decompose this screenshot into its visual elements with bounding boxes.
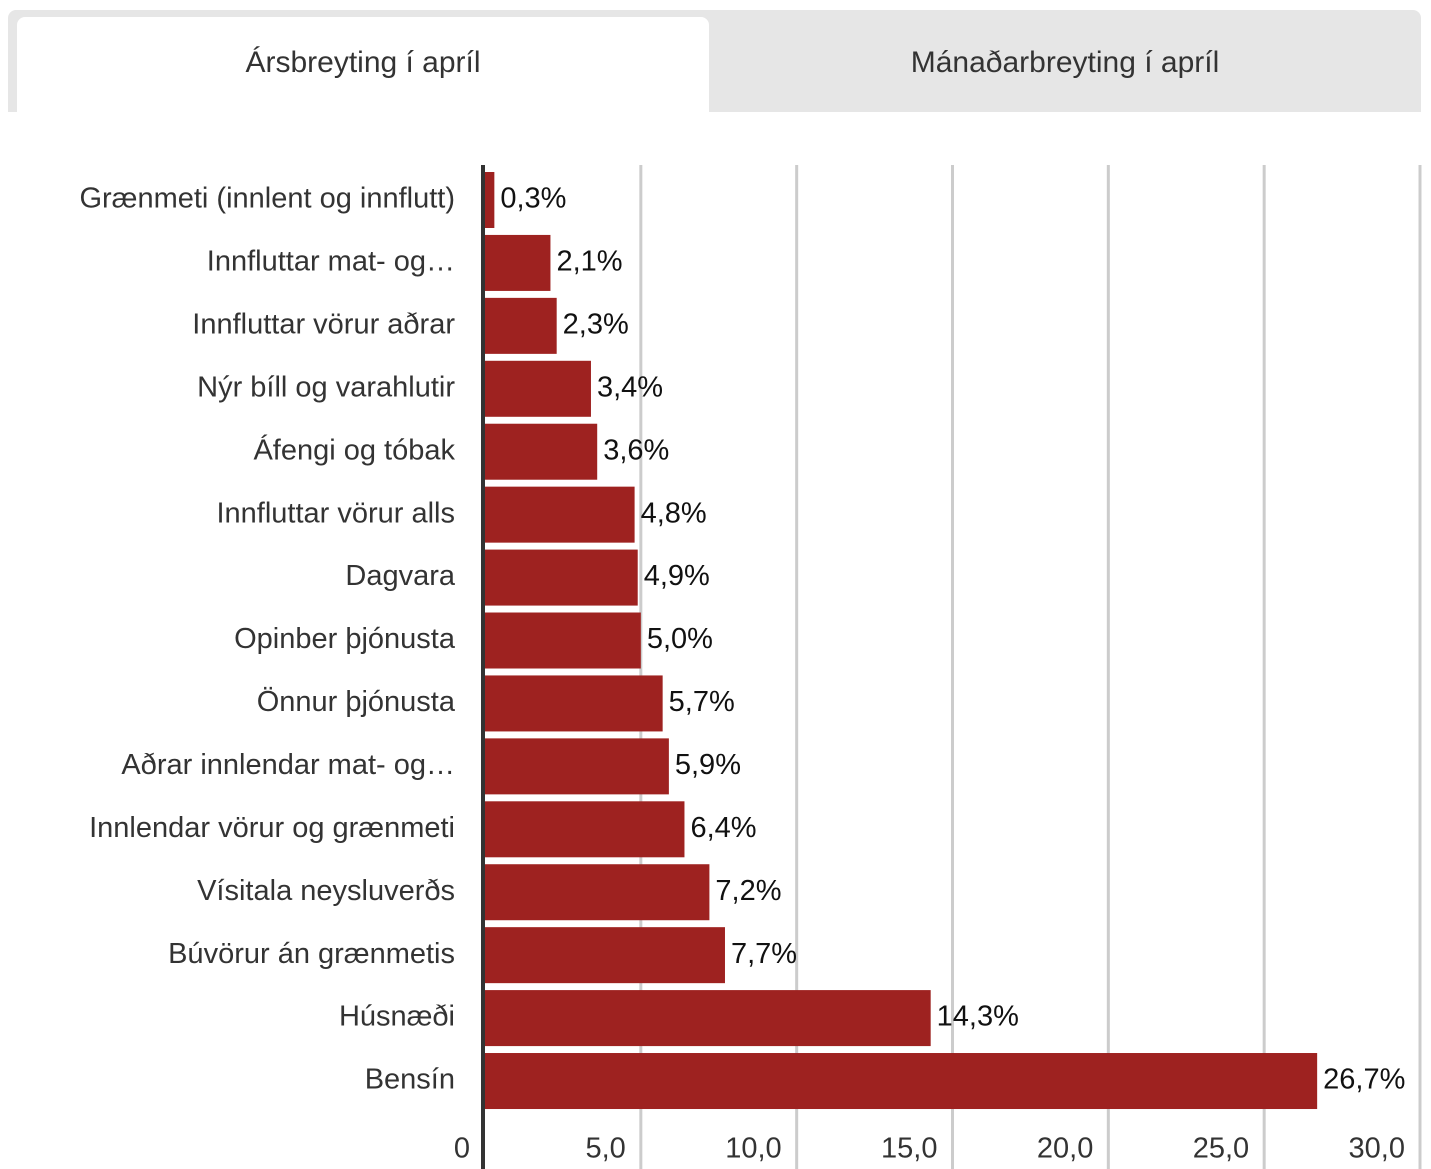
value-label: 6,4% bbox=[690, 812, 756, 844]
value-label: 3,4% bbox=[597, 371, 663, 403]
x-tick-label: 5,0 bbox=[586, 1133, 626, 1165]
tab[interactable]: Mánaðarbreyting í apríl bbox=[910, 46, 1220, 79]
x-tick-label: 15,0 bbox=[881, 1133, 937, 1165]
bar bbox=[485, 172, 495, 228]
category-label: Innfluttar mat- og… bbox=[207, 246, 455, 278]
category-label: Aðrar innlendar mat- og… bbox=[121, 749, 455, 781]
tab[interactable]: Ársbreyting í apríl bbox=[17, 17, 709, 112]
bar bbox=[485, 675, 663, 732]
category-label: Dagvara bbox=[345, 560, 455, 592]
bar bbox=[485, 297, 557, 354]
value-label: 2,1% bbox=[556, 246, 622, 278]
bar bbox=[485, 1053, 1318, 1110]
value-label: 5,0% bbox=[647, 623, 713, 655]
bar bbox=[485, 612, 641, 669]
tab-bar: Ársbreyting í apríl Mánaðarbreyting í ap… bbox=[8, 10, 1421, 112]
bar bbox=[485, 234, 551, 291]
category-label: Innfluttar vörur alls bbox=[216, 497, 455, 529]
category-label: Opinber þjónusta bbox=[234, 623, 456, 655]
value-label: 3,6% bbox=[603, 434, 669, 466]
category-label: Búvörur án grænmetis bbox=[168, 938, 455, 970]
category-label: Áfengi og tóbak bbox=[253, 433, 455, 466]
x-tick-label: 10,0 bbox=[725, 1133, 781, 1165]
value-label: 4,9% bbox=[644, 560, 710, 592]
bar bbox=[485, 990, 931, 1047]
bar bbox=[485, 927, 725, 984]
value-label: 14,3% bbox=[937, 1001, 1019, 1033]
bar bbox=[485, 360, 591, 417]
category-label: Innlendar vörur og grænmeti bbox=[89, 812, 455, 844]
bar bbox=[485, 864, 710, 921]
category-label: Nýr bíll og varahlutir bbox=[197, 371, 455, 403]
category-label: Innfluttar vörur aðrar bbox=[192, 309, 455, 341]
bar bbox=[485, 738, 669, 795]
value-label: 7,7% bbox=[731, 938, 797, 970]
value-label: 5,9% bbox=[675, 749, 741, 781]
bar bbox=[485, 549, 638, 606]
category-label: Önnur þjónusta bbox=[257, 686, 456, 718]
x-tick-label: 0 bbox=[454, 1133, 470, 1165]
value-label: 4,8% bbox=[641, 497, 707, 529]
value-label: 2,3% bbox=[563, 309, 629, 341]
bar bbox=[485, 423, 598, 480]
value-label: 0,3% bbox=[500, 183, 566, 215]
x-tick-label: 30,0 bbox=[1349, 1133, 1405, 1165]
category-label: Bensín bbox=[365, 1064, 455, 1096]
category-label: Húsnæði bbox=[339, 1001, 455, 1033]
bar bbox=[485, 801, 685, 858]
value-label: 26,7% bbox=[1323, 1064, 1405, 1096]
category-label: Grænmeti (innlent og innflutt) bbox=[79, 183, 455, 215]
category-label: Vísitala neysluverðs bbox=[197, 875, 455, 907]
value-label: 5,7% bbox=[669, 686, 735, 718]
x-tick-label: 20,0 bbox=[1037, 1133, 1093, 1165]
x-tick-label: 25,0 bbox=[1193, 1133, 1249, 1165]
bar bbox=[485, 486, 635, 543]
value-label: 7,2% bbox=[715, 875, 781, 907]
